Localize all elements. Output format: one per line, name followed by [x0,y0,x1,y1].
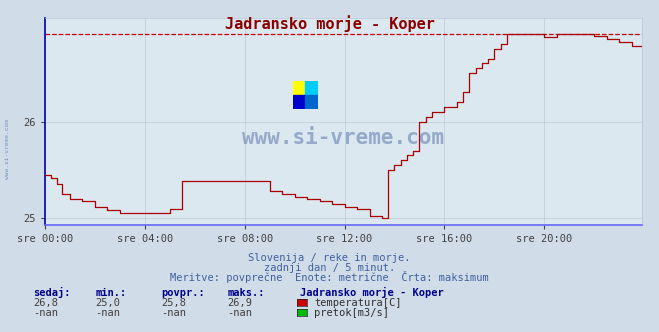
Text: min.:: min.: [96,288,127,298]
Text: pretok[m3/s]: pretok[m3/s] [314,308,389,318]
Text: sedaj:: sedaj: [33,287,71,298]
Text: -nan: -nan [161,308,186,318]
Bar [293,95,305,109]
Text: 25,8: 25,8 [161,298,186,308]
Text: www.si-vreme.com: www.si-vreme.com [5,120,11,179]
Text: Meritve: povprečne  Enote: metrične  Črta: maksimum: Meritve: povprečne Enote: metrične Črta:… [170,271,489,283]
Bar [293,81,305,95]
Text: temperatura[C]: temperatura[C] [314,298,402,308]
Text: -nan: -nan [227,308,252,318]
Text: 26,9: 26,9 [227,298,252,308]
Bar [305,95,318,109]
Bar [305,81,318,95]
Text: -nan: -nan [33,308,58,318]
Text: Jadransko morje - Koper: Jadransko morje - Koper [300,287,444,298]
Text: 25,0: 25,0 [96,298,121,308]
Text: www.si-vreme.com: www.si-vreme.com [243,128,445,148]
Text: Slovenija / reke in morje.: Slovenija / reke in morje. [248,253,411,263]
Text: povpr.:: povpr.: [161,288,205,298]
Text: -nan: -nan [96,308,121,318]
Text: 26,8: 26,8 [33,298,58,308]
Text: zadnji dan / 5 minut.: zadnji dan / 5 minut. [264,263,395,273]
Text: Jadransko morje - Koper: Jadransko morje - Koper [225,15,434,32]
Text: maks.:: maks.: [227,288,265,298]
